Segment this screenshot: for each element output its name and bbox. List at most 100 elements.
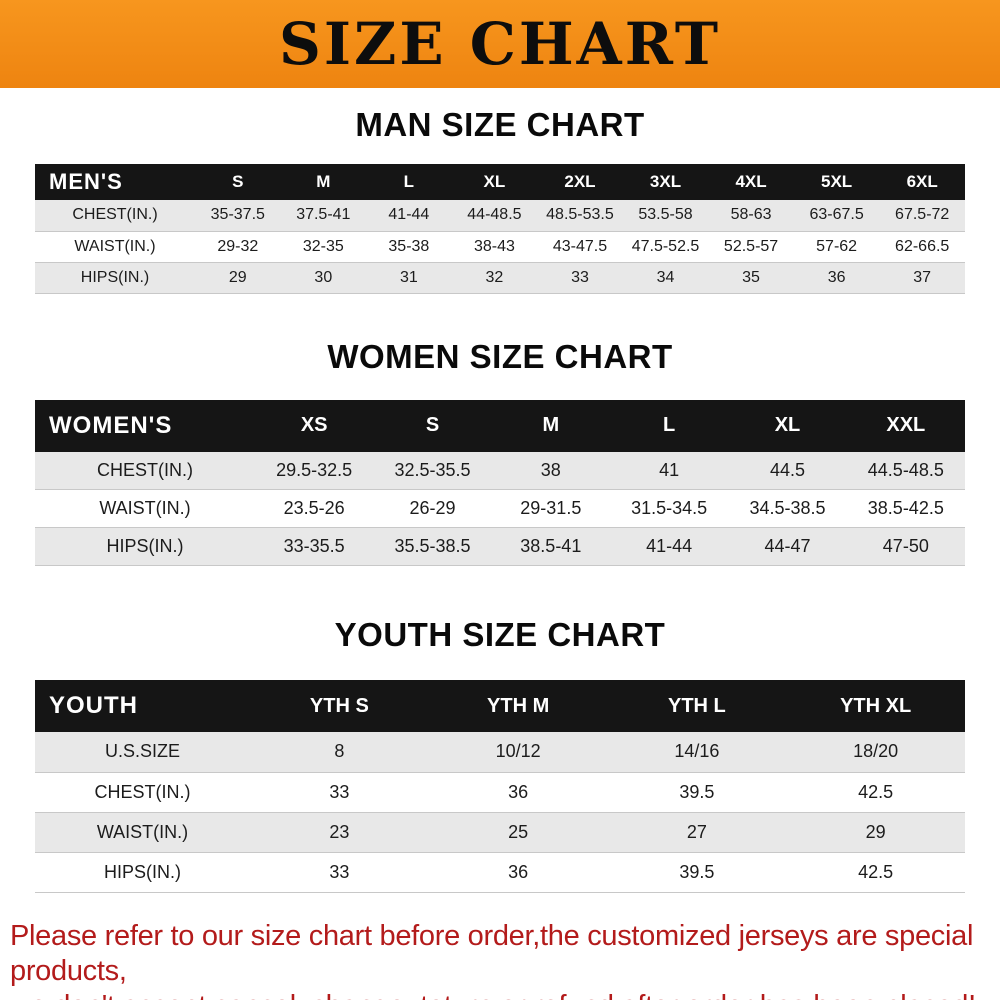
size-value-cell: 25 (508, 821, 529, 842)
size-value-cell: 63-67.5 (809, 206, 864, 224)
table-row: HIPS(IN.) 33 36 39.5 42.5 (35, 852, 965, 892)
size-value-cell: 36 (827, 268, 846, 286)
banner: SIZE CHART (0, 0, 1000, 88)
women-size-chart-section: WOMEN SIZE CHART WOMEN'S XS S M L XL XXL CHEST(… (0, 294, 1000, 567)
man-section-heading: MAN SIZE CHART (355, 106, 645, 143)
table-row: WAIST(IN.) 29-32 32-35 35-38 38-43 43-47.5 47.… (35, 231, 965, 262)
size-value-cell: 58-63 (730, 206, 772, 224)
size-column-header: L (366, 164, 452, 200)
size-value-cell: 67.5-72 (895, 206, 950, 224)
size-value-cell: 23 (329, 821, 350, 842)
size-value-cell: 44-48.5 (467, 206, 522, 224)
size-value-cell: 39.5 (679, 861, 715, 882)
size-column-header: 2XL (537, 164, 623, 200)
size-value-cell: 39.5 (679, 781, 715, 802)
man-size-table: MEN'S S M L XL 2XL 3XL 4XL 5XL 6XL CHEST(IN.) 35-37… (35, 164, 965, 294)
row-label: WAIST(IN.) (96, 821, 189, 842)
youth-section-heading: YOUTH SIZE CHART (334, 616, 666, 653)
size-column-header: XL (451, 164, 538, 200)
table-row: WAIST(IN.) 23.5-26 26-29 29-31.5 31.5-34.5 34… (35, 489, 965, 528)
size-value-cell: 38 (540, 459, 561, 480)
table-title-cell: YOUTH (35, 680, 250, 732)
size-column-header: XXL (846, 399, 965, 452)
table-header-row: MEN'S S M L XL 2XL 3XL 4XL 5XL 6XL (35, 164, 965, 200)
row-label: CHEST(IN.) (97, 459, 193, 480)
row-label: HIPS(IN.) (106, 536, 184, 556)
size-value-cell: 37 (913, 268, 932, 286)
row-label: HIPS(IN.) (80, 268, 150, 286)
man-size-chart-section: MAN SIZE CHART MEN'S S M L XL 2XL 3XL 4XL 5XL 6XL… (0, 88, 1000, 294)
footer-line-2: we don't accept cancel, change, teturn o… (10, 989, 1000, 1000)
row-label: CHEST(IN.) (94, 781, 191, 802)
size-column-header: S (195, 164, 281, 200)
size-value-cell: 35.5-38.5 (394, 536, 471, 556)
size-column-header: YTH M (428, 680, 608, 732)
size-value-cell: 33 (329, 861, 350, 882)
women-section-heading: WOMEN SIZE CHART (327, 337, 673, 375)
size-value-cell: 10/12 (495, 741, 541, 762)
size-column-header: 4XL (708, 164, 794, 200)
size-value-cell: 29-32 (217, 237, 259, 255)
size-value-cell: 26-29 (409, 498, 456, 518)
table-row: CHEST(IN.) 29.5-32.5 32.5-35.5 38 41 44.5 44.5… (35, 451, 965, 490)
youth-size-chart-section: YOUTH SIZE CHART YOUTH YTH S YTH M YTH L YTH… (0, 566, 1000, 893)
size-value-cell: 29.5-32.5 (276, 459, 353, 480)
size-value-cell: 53.5-58 (638, 206, 693, 224)
size-value-cell: 14/16 (674, 741, 720, 762)
size-value-cell: 44.5-48.5 (867, 459, 944, 480)
table-row: HIPS(IN.) 29 30 31 32 33 34 35 36 37 (35, 262, 965, 293)
row-label: CHEST(IN.) (72, 206, 158, 224)
size-value-cell: 32 (485, 268, 504, 286)
size-value-cell: 30 (314, 268, 333, 286)
size-value-cell: 35 (742, 268, 760, 286)
size-value-cell: 29 (228, 268, 247, 286)
size-column-header: 5XL (793, 164, 880, 200)
size-value-cell: 32-35 (302, 237, 344, 255)
youth-size-table: YOUTH YTH S YTH M YTH L YTH XL U.S.SIZE 8 10/12… (35, 680, 965, 893)
size-value-cell: 37.5-41 (296, 206, 351, 224)
size-value-cell: 62-66.5 (895, 237, 950, 255)
size-value-cell: 29-31.5 (520, 498, 582, 518)
size-value-cell: 43-47.5 (552, 237, 608, 255)
size-value-cell: 33 (571, 268, 589, 286)
size-column-header: XS (255, 399, 374, 452)
size-value-cell: 31.5-34.5 (631, 498, 708, 518)
size-column-header: L (609, 399, 729, 452)
size-value-cell: 44-47 (764, 536, 811, 556)
table-row: CHEST(IN.) 33 36 39.5 42.5 (35, 772, 965, 812)
footer-note: Please refer to our size chart before or… (0, 919, 1000, 1000)
table-title-cell: WOMEN'S (35, 399, 255, 452)
size-column-header: 3XL (622, 164, 709, 200)
size-column-header: M (491, 399, 610, 452)
size-value-cell: 36 (508, 861, 529, 882)
size-column-header: YTH XL (786, 680, 965, 732)
size-value-cell: 31 (399, 268, 418, 286)
row-label: WAIST(IN.) (99, 498, 191, 518)
size-value-cell: 34.5-38.5 (749, 498, 826, 518)
table-row: U.S.SIZE 8 10/12 14/16 18/20 (35, 732, 965, 772)
size-value-cell: 42.5 (858, 861, 894, 882)
size-column-header: S (373, 399, 492, 452)
size-value-cell: 47-50 (882, 536, 929, 556)
size-value-cell: 38.5-42.5 (867, 498, 944, 518)
size-value-cell: 41-44 (388, 206, 430, 224)
page-title: SIZE CHART (278, 10, 722, 78)
size-value-cell: 41 (659, 459, 680, 480)
table-header-row: YOUTH YTH S YTH M YTH L YTH XL (35, 680, 965, 732)
row-label: WAIST(IN.) (74, 237, 156, 255)
size-value-cell: 48.5-53.5 (546, 206, 614, 224)
size-value-cell: 33 (329, 781, 350, 802)
size-column-header: YTH L (607, 680, 787, 732)
size-value-cell: 18/20 (853, 741, 899, 762)
size-value-cell: 35-38 (388, 237, 430, 255)
footer-line-1: Please refer to our size chart before or… (10, 919, 974, 987)
table-row: WAIST(IN.) 23 25 27 29 (35, 812, 965, 852)
size-value-cell: 52.5-57 (723, 237, 779, 255)
size-value-cell: 41-44 (646, 536, 693, 556)
women-size-table: WOMEN'S XS S M L XL XXL CHEST(IN.) 29.5-32.5 32.5… (35, 399, 965, 567)
size-value-cell: 38-43 (473, 237, 515, 255)
size-value-cell: 34 (656, 268, 675, 286)
table-row: HIPS(IN.) 33-35.5 35.5-38.5 38.5-41 41-44 44-… (35, 527, 965, 566)
size-value-cell: 47.5-52.5 (631, 237, 700, 255)
